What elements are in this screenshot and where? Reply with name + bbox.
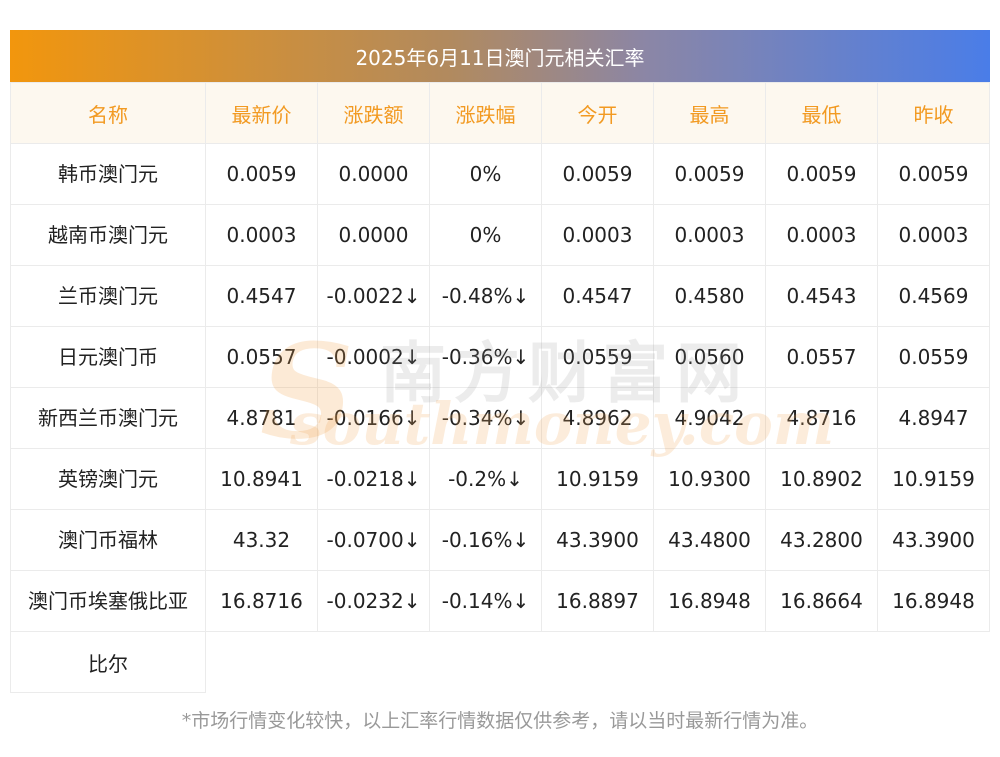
- table-row: 澳门币福林 43.32 -0.0700↓ -0.16%↓ 43.3900 43.4800 4…: [10, 509, 990, 571]
- change-percent-cell: -0.36%↓: [429, 326, 542, 388]
- open-cell: 16.8897: [541, 570, 654, 632]
- open-cell: 10.9159: [541, 448, 654, 510]
- column-header-change-percent: 涨跌幅: [429, 82, 542, 144]
- change-amount-cell: 0.0000: [317, 204, 430, 266]
- table-row: 兰币澳门元 0.4547 -0.0022↓ -0.48%↓ 0.4547 0.4580 0.…: [10, 265, 990, 327]
- table-row: 日元澳门币 0.0557 -0.0002↓ -0.36%↓ 0.0559 0.0560 0.…: [10, 326, 990, 388]
- low-cell: 0.0059: [765, 143, 878, 205]
- change-percent-cell: -0.34%↓: [429, 387, 542, 449]
- prev-close-cell: 0.0003: [877, 204, 990, 266]
- high-cell: 43.4800: [653, 509, 766, 571]
- latest-price-cell: 16.8716: [205, 570, 318, 632]
- open-cell: 0.0059: [541, 143, 654, 205]
- column-header-open: 今开: [541, 82, 654, 144]
- high-cell: 16.8948: [653, 570, 766, 632]
- currency-pair-name: 新西兰币澳门元: [10, 387, 206, 449]
- open-cell: 0.0559: [541, 326, 654, 388]
- open-cell: 4.8962: [541, 387, 654, 449]
- latest-price-cell: 43.32: [205, 509, 318, 571]
- disclaimer-footnote: *市场行情变化较快，以上汇率行情数据仅供参考，请以当时最新行情为准。: [181, 710, 819, 732]
- empty-cell: [430, 632, 542, 693]
- table-row: 新西兰币澳门元 4.8781 -0.0166↓ -0.34%↓ 4.8962 4.9042…: [10, 387, 990, 449]
- latest-price-cell: 10.8941: [205, 448, 318, 510]
- currency-pair-name: 澳门币福林: [10, 509, 206, 571]
- high-cell: 0.0560: [653, 326, 766, 388]
- change-amount-cell: 0.0000: [317, 143, 430, 205]
- latest-price-cell: 0.0059: [205, 143, 318, 205]
- latest-price-cell: 4.8781: [205, 387, 318, 449]
- currency-pair-name: 澳门币埃塞俄比亚: [10, 570, 206, 632]
- low-cell: 16.8664: [765, 570, 878, 632]
- change-amount-cell: -0.0002↓: [317, 326, 430, 388]
- high-cell: 0.0059: [653, 143, 766, 205]
- currency-pair-name-continuation: 比尔: [10, 631, 206, 693]
- change-amount-cell: -0.0232↓: [317, 570, 430, 632]
- prev-close-cell: 0.0559: [877, 326, 990, 388]
- column-header-change: 涨跌额: [317, 82, 430, 144]
- high-cell: 10.9300: [653, 448, 766, 510]
- table-row: 澳门币埃塞俄比亚 16.8716 -0.0232↓ -0.14%↓ 16.8897 16.…: [10, 570, 990, 632]
- table-row: 韩币澳门元 0.0059 0.0000 0% 0.0059 0.0059 0.0059 0.0…: [10, 143, 990, 205]
- column-header-high: 最高: [653, 82, 766, 144]
- open-cell: 0.0003: [541, 204, 654, 266]
- change-percent-cell: -0.16%↓: [429, 509, 542, 571]
- high-cell: 0.0003: [653, 204, 766, 266]
- prev-close-cell: 0.4569: [877, 265, 990, 327]
- low-cell: 10.8902: [765, 448, 878, 510]
- change-percent-cell: -0.14%↓: [429, 570, 542, 632]
- currency-pair-name: 日元澳门币: [10, 326, 206, 388]
- latest-price-cell: 0.0557: [205, 326, 318, 388]
- currency-pair-name: 兰币澳门元: [10, 265, 206, 327]
- empty-cell: [654, 632, 766, 693]
- table-row-continuation: 比尔: [10, 631, 990, 693]
- change-percent-cell: 0%: [429, 204, 542, 266]
- prev-close-cell: 4.8947: [877, 387, 990, 449]
- high-cell: 0.4580: [653, 265, 766, 327]
- change-percent-cell: 0%: [429, 143, 542, 205]
- change-amount-cell: -0.0022↓: [317, 265, 430, 327]
- exchange-rate-table: 名称 最新价 涨跌额 涨跌幅 今开 最高 最低 昨收 韩币澳门元 0.0059 0.…: [10, 82, 990, 693]
- change-percent-cell: -0.2%↓: [429, 448, 542, 510]
- empty-cell: [766, 632, 878, 693]
- open-cell: 43.3900: [541, 509, 654, 571]
- table-row: 英镑澳门元 10.8941 -0.0218↓ -0.2%↓ 10.9159 10.9300…: [10, 448, 990, 510]
- table-title: 2025年6月11日澳门元相关汇率: [10, 30, 990, 82]
- low-cell: 0.0557: [765, 326, 878, 388]
- prev-close-cell: 43.3900: [877, 509, 990, 571]
- column-header-latest: 最新价: [205, 82, 318, 144]
- low-cell: 43.2800: [765, 509, 878, 571]
- prev-close-cell: 0.0059: [877, 143, 990, 205]
- change-amount-cell: -0.0700↓: [317, 509, 430, 571]
- prev-close-cell: 16.8948: [877, 570, 990, 632]
- empty-cell: [542, 632, 654, 693]
- change-amount-cell: -0.0166↓: [317, 387, 430, 449]
- latest-price-cell: 0.4547: [205, 265, 318, 327]
- column-header-prev-close: 昨收: [877, 82, 990, 144]
- empty-cell: [878, 632, 990, 693]
- column-header-name: 名称: [10, 82, 206, 144]
- latest-price-cell: 0.0003: [205, 204, 318, 266]
- low-cell: 0.0003: [765, 204, 878, 266]
- currency-pair-name: 越南币澳门元: [10, 204, 206, 266]
- high-cell: 4.9042: [653, 387, 766, 449]
- low-cell: 0.4543: [765, 265, 878, 327]
- column-header-low: 最低: [765, 82, 878, 144]
- change-amount-cell: -0.0218↓: [317, 448, 430, 510]
- currency-pair-name: 英镑澳门元: [10, 448, 206, 510]
- prev-close-cell: 10.9159: [877, 448, 990, 510]
- table-row: 越南币澳门元 0.0003 0.0000 0% 0.0003 0.0003 0.0003 0.…: [10, 204, 990, 266]
- header-row: 名称 最新价 涨跌额 涨跌幅 今开 最高 最低 昨收: [10, 82, 990, 144]
- empty-cell: [318, 632, 430, 693]
- currency-pair-name: 韩币澳门元: [10, 143, 206, 205]
- change-percent-cell: -0.48%↓: [429, 265, 542, 327]
- open-cell: 0.4547: [541, 265, 654, 327]
- empty-cell: [206, 632, 318, 693]
- low-cell: 4.8716: [765, 387, 878, 449]
